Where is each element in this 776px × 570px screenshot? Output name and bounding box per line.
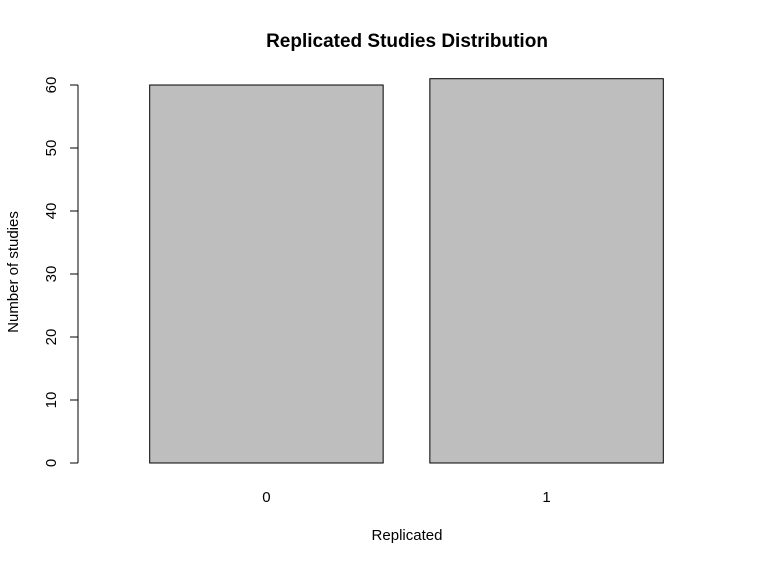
- y-axis: 0 10 20 30 40 50 60: [43, 77, 79, 467]
- chart-title: Replicated Studies Distribution: [266, 31, 548, 52]
- y-tick-label: 0: [43, 459, 60, 467]
- y-tick-label: 40: [43, 203, 60, 220]
- y-tick-label: 20: [43, 329, 60, 346]
- x-tick-label: 1: [542, 489, 550, 506]
- y-tick-label: 60: [43, 77, 60, 94]
- bar-1: [429, 78, 664, 464]
- y-axis-label: Number of studies: [5, 211, 22, 333]
- bars: [149, 78, 664, 464]
- y-tick-label: 10: [43, 392, 60, 409]
- x-tick-label: 0: [262, 489, 270, 506]
- y-tick-label: 30: [43, 266, 60, 283]
- bar-0: [149, 84, 384, 464]
- y-tick-label: 50: [43, 140, 60, 157]
- x-axis-label: Replicated: [372, 527, 443, 544]
